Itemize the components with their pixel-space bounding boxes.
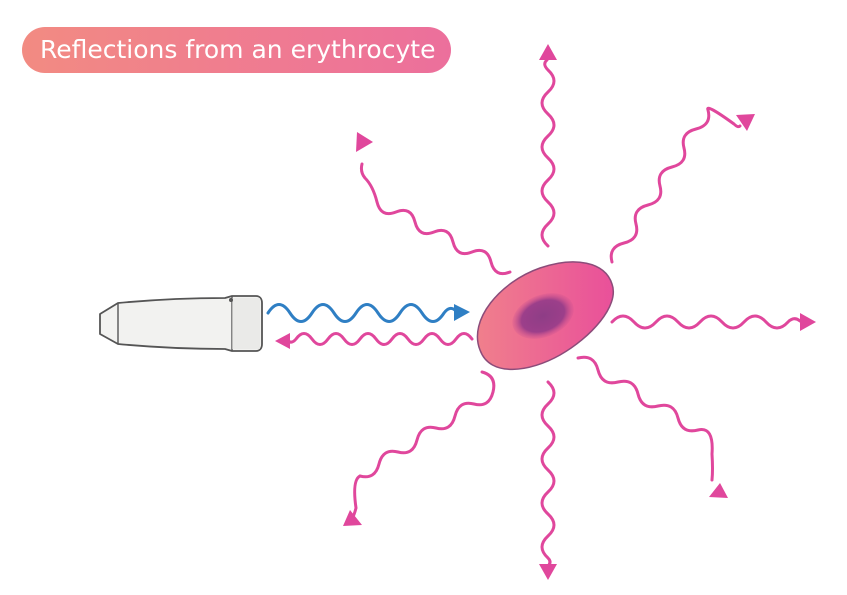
- ultrasound-transducer-icon: [99, 295, 263, 352]
- arrowhead-down-left: [343, 510, 362, 526]
- diagram-title: Reflections from an erythrocyte: [22, 27, 451, 73]
- scattered-wave-down: [540, 380, 556, 568]
- scattered-wave-arrows: [350, 58, 802, 568]
- scattered-wave-down-left: [350, 370, 496, 520]
- erythrocyte-icon: [476, 261, 615, 371]
- scattered-wave-up-left: [359, 162, 512, 276]
- arrowhead-up-left: [356, 132, 373, 152]
- incident-wave-arrow: [266, 303, 470, 323]
- scattered-wave-right: [610, 314, 802, 330]
- arrowhead-down: [539, 564, 557, 580]
- arrowhead-down-right: [709, 483, 728, 498]
- scattered-arrowheads: [343, 44, 816, 580]
- scattered-wave-up-right: [609, 106, 742, 264]
- scattered-wave-down-right: [576, 355, 714, 482]
- reflected-wave-arrow: [275, 332, 474, 349]
- arrowhead-right: [800, 313, 816, 331]
- arrowhead-up-right: [736, 114, 755, 131]
- arrowhead-up: [539, 44, 557, 60]
- scattered-wave-up: [540, 58, 556, 248]
